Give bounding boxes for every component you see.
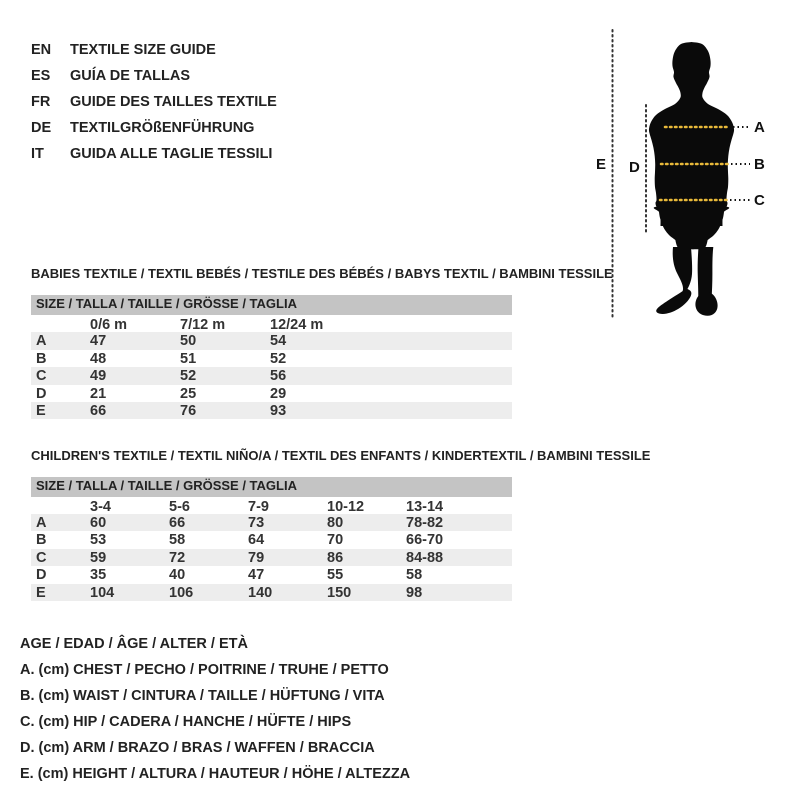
svg-text:D: D: [629, 159, 640, 176]
svg-text:A: A: [754, 119, 765, 136]
svg-text:C: C: [754, 192, 765, 209]
svg-text:E: E: [596, 156, 606, 173]
svg-text:B: B: [754, 156, 765, 173]
